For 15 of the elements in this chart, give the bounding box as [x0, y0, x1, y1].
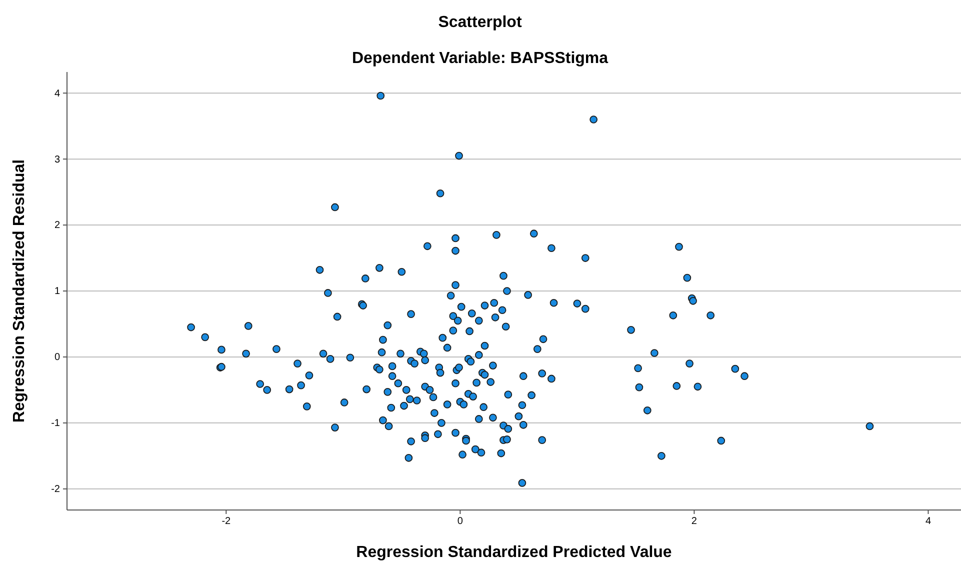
y-tick-label: -1: [51, 418, 60, 430]
x-tick-label: -2: [222, 516, 232, 528]
y-tick-label: 4: [54, 88, 60, 100]
x-tick-label: 4: [925, 516, 932, 528]
x-tick-label: 2: [691, 516, 698, 528]
x-axis-title: Regression Standardized Predicted Value: [356, 544, 672, 561]
x-tick-label: 0: [457, 516, 464, 528]
chart-title: Scatterplot: [438, 14, 522, 31]
y-tick-label: 1: [54, 286, 60, 298]
y-axis-title: Regression Standardized Residual: [11, 159, 28, 423]
y-tick-label: 2: [54, 220, 60, 232]
chart-subtitle: Dependent Variable: BAPSStigma: [352, 50, 608, 67]
y-tick-label: -2: [51, 484, 60, 496]
y-tick-label: 0: [54, 352, 60, 364]
y-tick-label: 3: [54, 154, 60, 166]
